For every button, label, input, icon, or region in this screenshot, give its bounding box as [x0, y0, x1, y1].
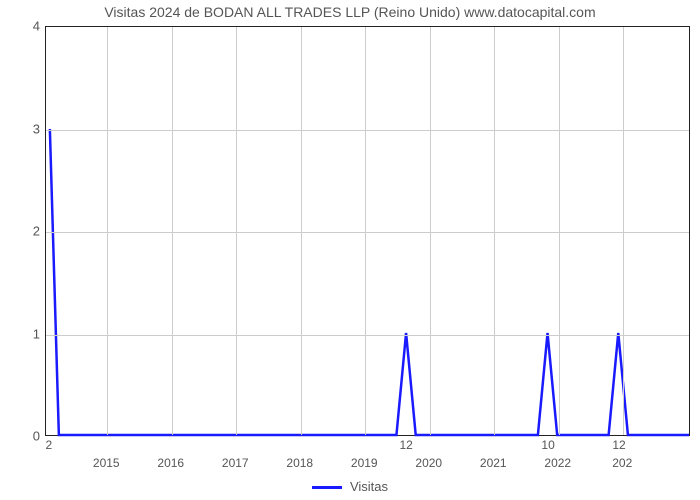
gridline-h: [46, 335, 689, 336]
gridline-v: [107, 27, 108, 435]
ytick-label: 3: [10, 121, 40, 136]
xtick-label: 2017: [222, 456, 249, 470]
legend: Visitas: [0, 479, 700, 494]
value-label: 12: [400, 438, 413, 452]
legend-swatch: [312, 486, 342, 489]
chart-title: Visitas 2024 de BODAN ALL TRADES LLP (Re…: [0, 4, 700, 20]
gridline-h: [46, 232, 689, 233]
chart-container: Visitas 2024 de BODAN ALL TRADES LLP (Re…: [0, 0, 700, 500]
legend-label: Visitas: [350, 479, 388, 494]
ytick-label: 1: [10, 326, 40, 341]
ytick-label: 4: [10, 19, 40, 34]
xtick-label: 2022: [544, 456, 571, 470]
gridline-v: [301, 27, 302, 435]
gridline-v: [623, 27, 624, 435]
value-label: 2: [46, 438, 53, 452]
value-label: 10: [541, 438, 554, 452]
gridline-v: [559, 27, 560, 435]
ytick-label: 2: [10, 224, 40, 239]
gridline-h: [46, 130, 689, 131]
line-series: [46, 27, 689, 435]
gridline-v: [365, 27, 366, 435]
xtick-label: 2021: [480, 456, 507, 470]
gridline-v: [494, 27, 495, 435]
xtick-label: 2019: [351, 456, 378, 470]
gridline-v: [236, 27, 237, 435]
xtick-label: 2015: [93, 456, 120, 470]
gridline-v: [172, 27, 173, 435]
gridline-v: [430, 27, 431, 435]
value-label: 12: [612, 438, 625, 452]
xtick-label: 2018: [286, 456, 313, 470]
xtick-label: 202: [612, 456, 632, 470]
plot-area: [45, 26, 690, 436]
xtick-label: 2016: [157, 456, 184, 470]
ytick-label: 0: [10, 429, 40, 444]
xtick-label: 2020: [415, 456, 442, 470]
